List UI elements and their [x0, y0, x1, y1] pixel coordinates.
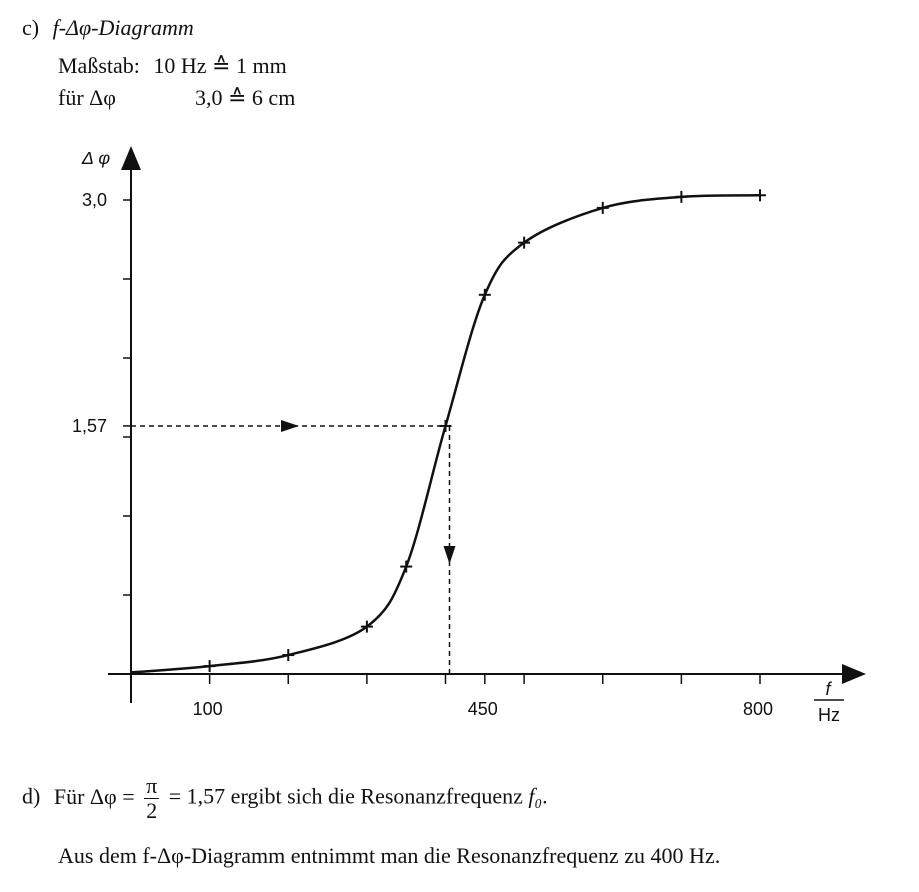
- part-d-text-post: = 1,57 ergibt sich die Resonanzfrequenz: [168, 783, 523, 809]
- scale-line-phi: für Δφ 3,0 ≙ 6 cm: [58, 84, 295, 112]
- data-point: [282, 649, 295, 662]
- scale-f-value: 10 Hz ≙ 1 mm: [153, 53, 287, 78]
- y-axis-label: Δ φ: [81, 148, 110, 168]
- data-point: [675, 190, 688, 203]
- pi-over-two-fraction: π 2: [144, 773, 160, 823]
- part-d-line1: d) Für Δφ = π 2 = 1,57 ergibt sich die R…: [22, 773, 548, 823]
- data-point: [360, 620, 373, 633]
- data-point: [478, 288, 491, 301]
- y-tick-label: 3,0: [82, 190, 107, 210]
- scale-phi-label: für Δφ: [58, 85, 116, 110]
- resonance-variable: f₀: [528, 783, 543, 809]
- x-tick-label: 800: [743, 699, 773, 719]
- scale-label: Maßstab:: [58, 53, 140, 78]
- x-axis-label-num: f: [825, 679, 832, 699]
- part-d-label: d): [22, 783, 41, 809]
- chart-title: f-Δφ-Diagramm: [52, 15, 194, 40]
- fraction-numerator: π: [144, 773, 160, 799]
- part-c-title-line: c) f-Δφ-Diagramm: [22, 14, 194, 42]
- fraction-denominator: 2: [146, 798, 158, 823]
- x-tick-label: 100: [193, 699, 223, 719]
- x-tick-label: 450: [468, 699, 498, 719]
- data-point: [400, 560, 413, 573]
- data-point: [203, 660, 216, 673]
- scale-line-f: Maßstab: 10 Hz ≙ 1 mm: [58, 52, 287, 80]
- part-d-line2: Aus dem f-Δφ-Diagramm entnimmt man die R…: [58, 843, 721, 868]
- data-point: [439, 419, 452, 432]
- down-arrow-icon: [443, 545, 456, 564]
- series-curve: [130, 194, 761, 674]
- tick-labels: 3,0 1,57 100 450 800 Δ φ f Hz: [72, 148, 844, 725]
- data-point: [754, 189, 766, 202]
- x-axis-label-den: Hz: [818, 705, 840, 725]
- data-point: [596, 201, 609, 214]
- part-c-label: c): [22, 15, 40, 40]
- f-dphi-chart: 3,0 1,57 100 450 800 Δ φ f Hz: [72, 146, 866, 725]
- ticks: [123, 199, 761, 684]
- part-d-text-pre: Für Δφ =: [53, 783, 135, 809]
- y-tick-label: 1,57: [72, 416, 107, 436]
- right-arrow-icon: [281, 419, 299, 432]
- scale-phi-value: 3,0 ≙ 6 cm: [195, 85, 296, 110]
- series-line: [130, 194, 761, 674]
- data-points: [203, 189, 766, 673]
- data-point: [518, 236, 531, 249]
- guide-lines: [131, 419, 456, 674]
